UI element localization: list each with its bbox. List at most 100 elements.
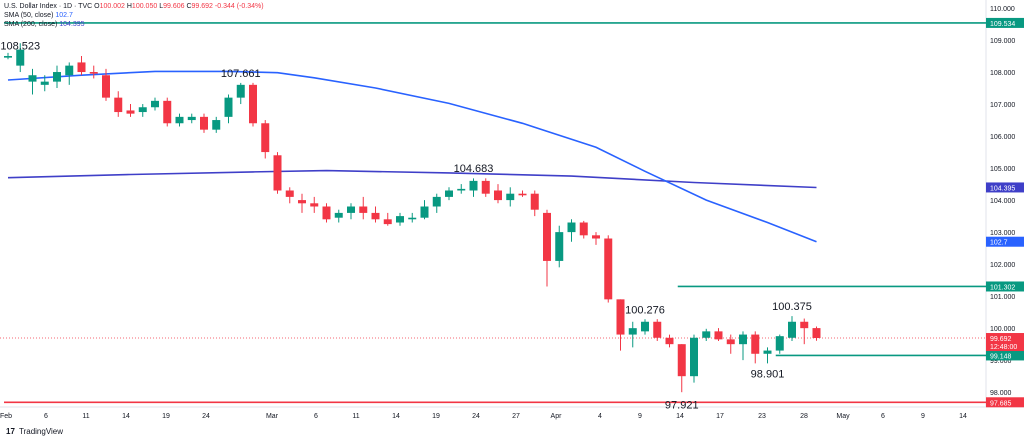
candle-body <box>89 72 98 74</box>
candle-body <box>469 180 478 191</box>
candle-body <box>445 190 453 197</box>
candle-body <box>432 196 441 207</box>
change-value: -0.344 (-0.34%) <box>214 3 264 10</box>
x-tick-label: 23 <box>758 413 766 420</box>
price-badge-label: 102.7 <box>990 240 1008 247</box>
x-tick-label: 24 <box>202 413 210 420</box>
candle-body <box>788 321 796 338</box>
level-badge <box>986 397 1024 408</box>
y-tick-label: 99.000 <box>990 358 1012 365</box>
candle-body <box>371 212 380 220</box>
candle-body <box>677 344 686 377</box>
candle-body <box>359 206 368 213</box>
sma200-legend[interactable]: SMA (200, close) 104.395 <box>4 21 85 28</box>
candle-body <box>273 155 282 191</box>
y-tick-label: 98.000 <box>990 390 1012 397</box>
sma50-legend[interactable]: SMA (50, close) 102.7 <box>4 12 73 19</box>
x-tick-label: Feb <box>0 413 12 420</box>
x-tick-label: 6 <box>44 413 48 420</box>
candle-body <box>187 116 196 121</box>
price-badge <box>986 236 1024 247</box>
candle-body <box>641 321 649 332</box>
candle-body <box>775 336 784 351</box>
candle-body <box>261 123 270 153</box>
price-annotation: 100.375 <box>772 301 812 313</box>
x-tick-label: Apr <box>551 413 563 420</box>
candle-body <box>579 222 588 236</box>
level-badge-label: 97.685 <box>990 400 1012 407</box>
x-tick-label: May <box>836 413 850 420</box>
y-tick-label: 103.000 <box>990 230 1015 237</box>
candle-body <box>53 72 61 82</box>
level-badge-label: 109.534 <box>990 21 1015 28</box>
y-tick-label: 101.000 <box>990 294 1015 301</box>
candle-body <box>800 321 809 329</box>
price-annotation: 104.683 <box>454 163 494 175</box>
tradingview-branding[interactable]: 17 TradingView <box>6 427 63 436</box>
candle-body <box>102 75 110 98</box>
x-tick-label: 6 <box>881 413 885 420</box>
x-tick-label: 19 <box>162 413 170 420</box>
level-badge <box>986 17 1024 28</box>
y-tick-label: 102.000 <box>990 262 1015 269</box>
x-tick-label: 14 <box>959 413 967 420</box>
level-badge <box>986 350 1024 361</box>
candle-body <box>726 339 735 345</box>
candle-body <box>408 217 417 220</box>
close-value: 99.692 <box>191 3 213 10</box>
candle-body <box>702 331 711 338</box>
candle-body <box>543 212 551 261</box>
price-badge <box>986 182 1024 193</box>
candle-body <box>126 110 135 114</box>
candle-body <box>665 337 674 345</box>
candle-body <box>653 321 662 338</box>
x-tick-label: 27 <box>512 413 520 420</box>
y-tick-label: 109.000 <box>990 38 1015 45</box>
tradingview-name: TradingView <box>18 427 64 436</box>
sma200-line <box>7 169 817 189</box>
candle-body <box>383 219 392 225</box>
price-annotation: 107.661 <box>221 68 261 80</box>
x-tick-label: 6 <box>314 413 318 420</box>
candle-body <box>347 206 355 213</box>
price-annotation: 100.276 <box>625 304 665 316</box>
candle-body <box>714 331 723 340</box>
candle-body <box>236 84 245 98</box>
symbol-title: U.S. Dollar Index · 1D · TVC <box>4 3 93 10</box>
candle-body <box>592 235 600 239</box>
candle-body <box>604 238 613 300</box>
candle-body <box>200 116 208 130</box>
candle-body <box>163 100 172 124</box>
candle-body <box>494 190 502 201</box>
candle-body <box>396 216 404 223</box>
x-tick-label: 9 <box>921 413 925 420</box>
level-badge-label: 101.302 <box>990 284 1015 291</box>
candle-body <box>224 97 233 117</box>
candle-body <box>334 212 343 218</box>
open-value: 100.002 <box>99 3 125 10</box>
candle-body <box>16 49 25 66</box>
candle-body <box>567 222 576 233</box>
price-badge-label: 104.395 <box>990 185 1015 192</box>
x-tick-label: 14 <box>676 413 684 420</box>
candle-body <box>457 188 466 191</box>
x-tick-label: 11 <box>82 413 89 420</box>
low-value: 99.606 <box>163 3 185 10</box>
x-tick-label: 14 <box>122 413 130 420</box>
candle-body <box>751 334 760 354</box>
candle-body <box>506 193 515 201</box>
candle-body <box>628 328 637 335</box>
x-tick-label: 17 <box>716 413 724 420</box>
candle-body <box>28 75 37 82</box>
candle-body <box>65 65 74 76</box>
price-annotation: 108.523 <box>0 40 40 52</box>
x-tick-label: 9 <box>638 413 642 420</box>
price-badge-countdown: 12:48:00 <box>990 344 1017 351</box>
level-badge-label: 99.148 <box>990 353 1012 360</box>
candle-body <box>310 203 319 207</box>
candle-body <box>151 100 159 108</box>
y-tick-label: 107.000 <box>990 102 1015 109</box>
symbol-row: U.S. Dollar Index · 1D · TVC O100.002 H1… <box>4 3 264 10</box>
candle-body <box>212 120 221 130</box>
